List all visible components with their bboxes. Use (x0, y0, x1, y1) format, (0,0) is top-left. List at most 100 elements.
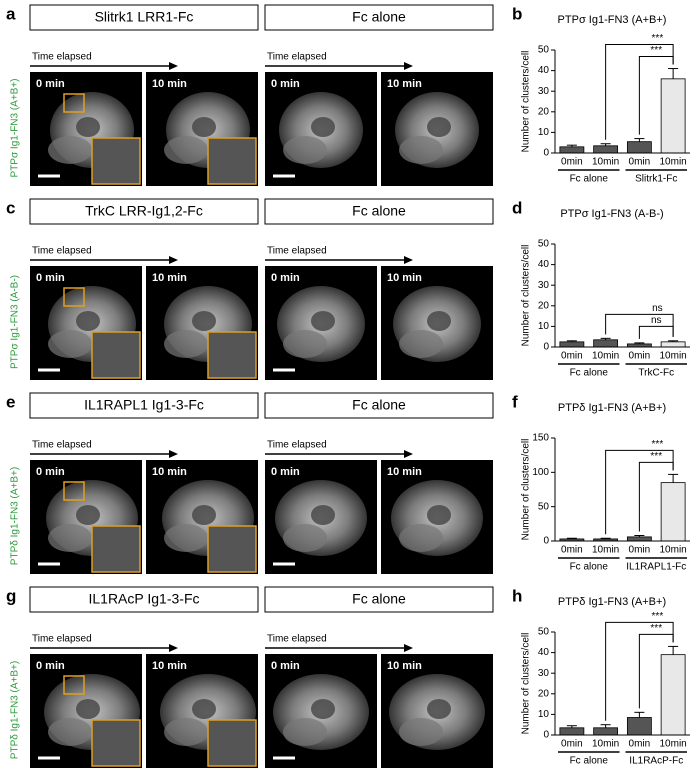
side-label: PTPσ Ig1-FN3 (A-B-) (10, 275, 21, 369)
panel-letter: b (512, 4, 522, 23)
time-point: 10 min (152, 660, 187, 672)
time-point: 0 min (271, 466, 300, 478)
y-tick-label: 30 (538, 280, 550, 291)
chart-title: PTPσ Ig1-FN3 (A+B+) (558, 14, 667, 26)
group-label: TrkC-Fc (638, 368, 674, 379)
cell-process (283, 136, 327, 164)
inset (207, 137, 257, 185)
y-tick-label: 0 (543, 536, 549, 547)
time-point: 0 min (271, 660, 300, 672)
y-axis-label: Number of clusters/cell (521, 633, 532, 735)
bar (660, 78, 686, 154)
panel-letter: a (6, 4, 16, 23)
significance-bracket (605, 313, 674, 337)
nucleus (192, 505, 216, 525)
arrow-head (404, 62, 413, 70)
y-tick-label: 0 (543, 730, 549, 741)
time-label: Time elapsed (267, 634, 327, 645)
x-tick-label: 0min (561, 351, 583, 362)
bar (593, 145, 619, 154)
cell-process (283, 718, 327, 746)
arrow-head (169, 644, 178, 652)
group-label: Slitrk1-Fc (635, 174, 677, 185)
arrow-head (404, 256, 413, 264)
x-tick-label: 10min (592, 351, 619, 362)
x-tick-label: 10min (592, 739, 619, 750)
y-tick-label: 30 (538, 668, 550, 679)
y-tick-label: 10 (538, 127, 550, 138)
inset (91, 719, 141, 767)
header: TrkC LRR-Ig1,2-Fc (85, 203, 203, 219)
significance-label: ns (651, 315, 662, 326)
panel-letter: c (6, 198, 15, 217)
chart-title: PTPδ Ig1-FN3 (A+B+) (558, 596, 666, 608)
nucleus (192, 117, 216, 137)
time-point: 10 min (152, 272, 187, 284)
significance-label: *** (650, 45, 662, 56)
header: Fc alone (352, 397, 406, 413)
bar (660, 482, 686, 542)
inset-region (63, 675, 85, 695)
header: IL1RAPL1 Ig1-3-Fc (84, 397, 204, 413)
header-box (264, 392, 494, 419)
inset (91, 331, 141, 379)
group-label: IL1RAcP-Fc (629, 756, 683, 767)
nucleus (427, 699, 451, 719)
bar (559, 341, 585, 348)
inset-region (63, 93, 85, 113)
inset (207, 525, 257, 573)
header-box (29, 198, 259, 225)
time-point: 0 min (36, 272, 65, 284)
significance-bracket (638, 633, 674, 709)
significance-label: ns (652, 303, 663, 314)
cell-process (283, 524, 327, 552)
group-label: Fc alone (570, 174, 609, 185)
x-tick-label: 10min (592, 157, 619, 168)
x-tick-label: 0min (629, 739, 651, 750)
cell-process (283, 330, 327, 358)
panel-letter: e (6, 392, 15, 411)
header: Slitrk1 LRR1-Fc (95, 9, 194, 25)
time-point: 10 min (152, 78, 187, 90)
cell-process (399, 330, 443, 358)
panel-letter: h (512, 586, 522, 605)
cell-process (48, 330, 92, 358)
header-box (29, 4, 259, 31)
header-box (264, 4, 494, 31)
bar (660, 341, 686, 348)
chart-title: PTPδ Ig1-FN3 (A+B+) (558, 402, 666, 414)
nucleus (76, 699, 100, 719)
significance-bracket (605, 621, 674, 721)
cell-process (164, 718, 208, 746)
y-tick-label: 50 (538, 501, 550, 512)
nucleus (311, 505, 335, 525)
x-tick-label: 10min (660, 351, 687, 362)
y-tick-label: 0 (543, 342, 549, 353)
bar (559, 727, 585, 736)
nucleus (427, 505, 451, 525)
time-label: Time elapsed (267, 440, 327, 451)
cell-process (48, 718, 92, 746)
cell-process (399, 524, 443, 552)
nucleus (192, 699, 216, 719)
y-tick-label: 20 (538, 106, 550, 117)
y-tick-label: 40 (538, 65, 550, 76)
significance-label: *** (652, 33, 664, 44)
inset (91, 525, 141, 573)
time-point: 0 min (271, 78, 300, 90)
cell-process (48, 136, 92, 164)
y-tick-label: 20 (538, 688, 550, 699)
y-axis-label: Number of clusters/cell (521, 245, 532, 347)
significance-bracket (638, 325, 674, 339)
time-point: 10 min (387, 78, 422, 90)
x-tick-label: 0min (561, 739, 583, 750)
y-tick-label: 20 (538, 300, 550, 311)
significance-label: *** (652, 611, 664, 622)
cell-process (164, 136, 208, 164)
significance-label: *** (650, 623, 662, 634)
arrow-head (404, 450, 413, 458)
y-tick-label: 50 (538, 45, 550, 56)
arrow-head (169, 450, 178, 458)
side-label: PTPδ Ig1-FN3 (A+B+) (10, 467, 21, 565)
